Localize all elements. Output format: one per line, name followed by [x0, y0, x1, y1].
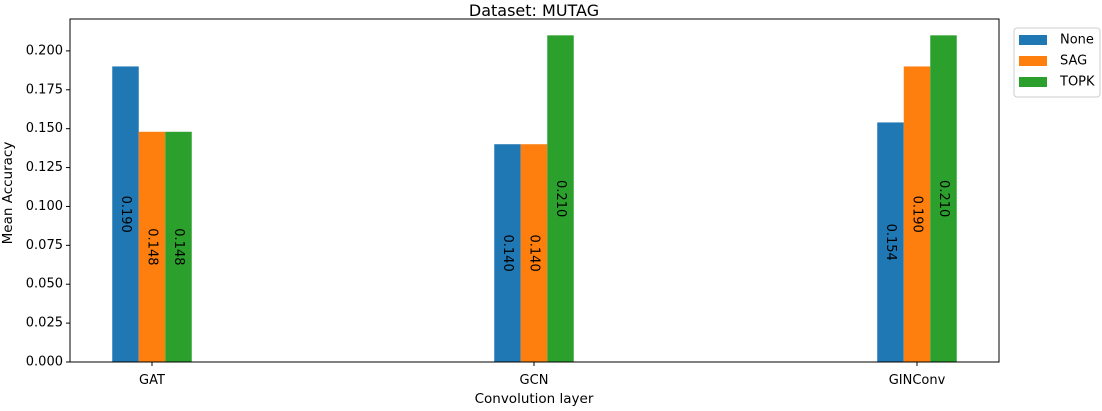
bar-topk-ginconv	[930, 35, 957, 362]
bar-sag-gcn	[520, 144, 548, 362]
y-axis-label: Mean Accuracy	[0, 142, 16, 245]
y-tick-label: 0.050	[26, 277, 63, 292]
bar-value-label: 0.210	[553, 180, 568, 217]
legend: None SAG TOPK	[1013, 27, 1101, 98]
chart-title: Dataset: MUTAG	[469, 1, 599, 20]
y-tick-label: 0.100	[26, 199, 63, 214]
legend-swatch-topk	[1019, 77, 1047, 87]
x-tick-label: GINConv	[889, 373, 946, 388]
bar-value-label: 0.148	[171, 228, 186, 265]
bar-topk-gcn	[547, 35, 574, 362]
bar-sag-ginconv	[903, 66, 931, 362]
x-axis-label: Convolution layer	[475, 391, 594, 406]
bar-sag-gat	[138, 131, 166, 362]
bars-layer	[112, 35, 957, 362]
bar-topk-gat	[165, 131, 192, 362]
y-tick-label: 0.200	[26, 43, 63, 58]
y-tick-label: 0.025	[26, 316, 63, 331]
bar-value-label: 0.190	[118, 196, 133, 233]
legend-swatch-none	[1019, 35, 1047, 45]
y-tick-label: 0.075	[26, 238, 63, 253]
plot-area-frame	[69, 18, 1000, 363]
bar-labels-layer: 0.190 0.140 0.154 0.148 0.140 0.190 0.148 0.210…	[118, 180, 951, 272]
bar-value-label: 0.140	[527, 235, 542, 272]
legend-label-none: None	[1060, 33, 1094, 48]
legend-label-sag: SAG	[1060, 54, 1087, 69]
bar-value-label: 0.210	[936, 180, 951, 217]
legend-swatch-sag	[1019, 56, 1047, 66]
bar-value-label: 0.148	[145, 228, 160, 265]
bar-none-gat	[112, 66, 139, 362]
bar-value-label: 0.140	[500, 235, 515, 272]
y-tick-label: 0.000	[26, 355, 63, 370]
y-tick-label: 0.175	[26, 82, 63, 97]
y-tick-label: 0.150	[26, 121, 63, 136]
bar-none-ginconv	[877, 122, 904, 362]
bar-none-gcn	[494, 144, 521, 362]
y-axis-ticks: 0.000 0.025 0.050 0.075 0.100 0.125 0.150 0.175…	[26, 43, 70, 370]
bar-value-label: 0.154	[883, 224, 898, 261]
bar-value-label: 0.190	[910, 196, 925, 233]
y-tick-label: 0.125	[26, 160, 63, 175]
x-tick-label: GCN	[520, 373, 549, 388]
x-axis-ticks: GAT GCN GINConv	[139, 362, 946, 388]
x-tick-label: GAT	[139, 373, 165, 388]
legend-label-topk: TOPK	[1059, 75, 1095, 90]
